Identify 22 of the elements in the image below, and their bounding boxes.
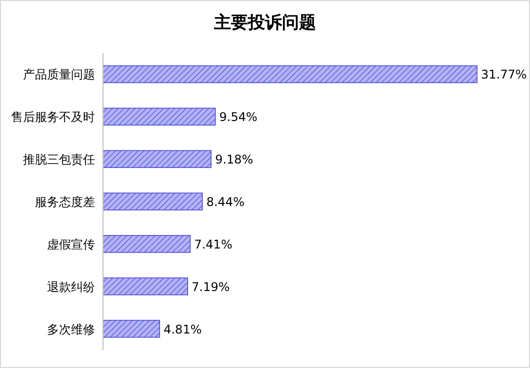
y-tick-label: 虚假宣传: [47, 237, 95, 252]
data-label: 31.77%: [481, 68, 527, 82]
bar: [102, 320, 160, 338]
y-tick-label: 服务态度差: [35, 195, 95, 209]
y-tick-label: 多次维修: [47, 322, 95, 336]
y-tick-label: 产品质量问题: [23, 68, 95, 82]
data-label: 4.81%: [164, 322, 202, 336]
data-label: 7.41%: [194, 237, 232, 252]
data-label: 9.54%: [219, 110, 258, 124]
y-tick-label: 退款纠纷: [47, 280, 95, 294]
y-tick-label: 推脱三包责任: [23, 152, 95, 167]
data-label: 9.18%: [215, 152, 254, 167]
data-label: 8.44%: [206, 195, 244, 209]
bar: [102, 235, 191, 253]
bar: [102, 150, 212, 168]
chart-title: 主要投诉问题: [213, 13, 316, 33]
bar: [102, 65, 478, 84]
data-label: 7.19%: [192, 280, 230, 294]
y-tick-label: 售后服务不及时: [11, 110, 95, 124]
bar: [102, 108, 216, 126]
bar: [102, 192, 203, 210]
bar: [102, 277, 188, 296]
